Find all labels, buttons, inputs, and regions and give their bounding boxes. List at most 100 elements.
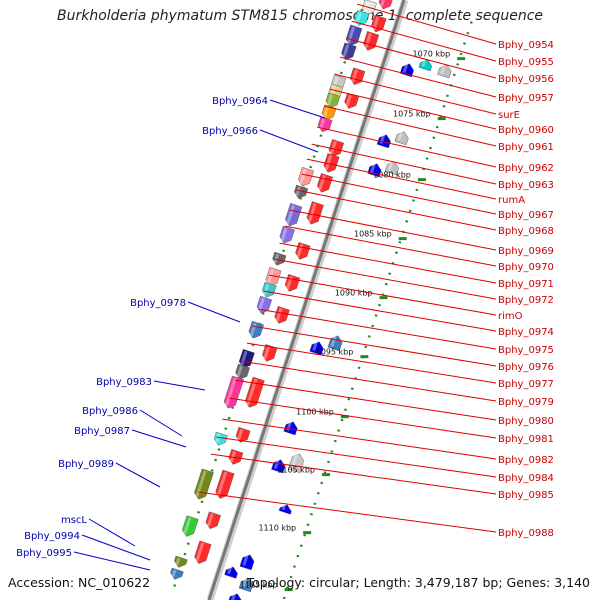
gene-feature[interactable] [173, 555, 188, 569]
gene-highlight [402, 63, 409, 73]
gene-label-forward[interactable]: Bphy_0956 [498, 74, 554, 85]
gene-label-forward[interactable]: Bphy_0982 [498, 455, 554, 466]
gene-feature[interactable] [283, 420, 299, 436]
gene-feature[interactable] [204, 511, 221, 531]
gene-feature[interactable] [349, 67, 366, 87]
gene-feature[interactable] [239, 553, 256, 571]
gene-label-forward[interactable]: Bphy_0975 [498, 345, 554, 356]
gene-highlight [307, 203, 317, 223]
gene-label-forward[interactable]: rimO [498, 311, 523, 322]
label-leader [274, 258, 497, 300]
gene-label-forward[interactable]: Bphy_0960 [498, 125, 554, 136]
gene-highlight [372, 16, 380, 30]
gene-label-forward[interactable]: Bphy_0971 [498, 279, 554, 290]
gene-feature[interactable] [384, 160, 400, 176]
gene-feature[interactable] [244, 376, 265, 409]
gene-feature[interactable] [255, 295, 273, 315]
gene-highlight [224, 377, 237, 407]
gene-feature[interactable] [362, 31, 380, 52]
gene-feature[interactable] [293, 184, 309, 200]
gene-feature[interactable] [227, 592, 243, 600]
gene-feature[interactable] [224, 565, 240, 579]
gene-feature[interactable] [238, 348, 255, 370]
gene-label-forward[interactable]: Bphy_0974 [498, 327, 554, 338]
gene-label-forward[interactable]: Bphy_0967 [498, 210, 554, 221]
gene-feature[interactable] [370, 14, 387, 34]
gene-label-forward[interactable]: Bphy_0988 [498, 528, 554, 539]
gene-highlight [263, 283, 270, 296]
gene-label-forward[interactable]: Bphy_0979 [498, 397, 554, 408]
gene-feature[interactable] [212, 431, 228, 447]
gene-feature[interactable] [437, 63, 453, 79]
gene-feature[interactable] [227, 449, 244, 466]
gene-label-reverse[interactable]: Bphy_0983 [96, 377, 152, 388]
gene-label-reverse[interactable]: Bphy_0994 [24, 531, 80, 542]
gene-feature[interactable] [273, 306, 290, 325]
gene-feature[interactable] [222, 375, 245, 410]
gene-feature[interactable] [238, 577, 254, 593]
gene-feature[interactable] [278, 503, 293, 515]
gene-label-forward[interactable]: Bphy_0985 [498, 490, 554, 501]
gene-label-forward[interactable]: Bphy_0984 [498, 473, 554, 484]
gene-feature[interactable] [394, 130, 410, 146]
gene-feature[interactable] [305, 201, 324, 227]
gene-feature[interactable] [294, 242, 311, 261]
gene-label-reverse[interactable]: Bphy_0989 [58, 459, 114, 470]
gene-label-forward[interactable]: Bphy_0980 [498, 416, 554, 427]
gene-label-forward[interactable]: Bphy_0976 [498, 362, 554, 373]
gene-arrow [223, 375, 245, 409]
gene-label-forward[interactable]: Bphy_0970 [498, 262, 554, 273]
gene-label-reverse[interactable]: Bphy_0964 [212, 96, 268, 107]
gene-label-reverse[interactable]: Bphy_0987 [74, 426, 130, 437]
gene-label-forward[interactable]: Bphy_0963 [498, 180, 554, 191]
gene-feature[interactable] [261, 281, 277, 299]
gene-feature[interactable] [193, 468, 214, 501]
gene-arrow [437, 64, 452, 79]
gene-feature[interactable] [377, 0, 394, 11]
gene-label-reverse[interactable]: Bphy_0966 [202, 126, 258, 137]
gene-highlight [440, 64, 446, 75]
gene-feature[interactable] [288, 452, 305, 474]
gene-feature[interactable] [234, 427, 251, 444]
gene-feature[interactable] [340, 42, 357, 62]
gene-feature[interactable] [418, 58, 434, 72]
gene-feature[interactable] [284, 274, 301, 293]
gene-label-reverse[interactable]: Bphy_0986 [82, 406, 138, 417]
gene-feature[interactable] [271, 251, 287, 267]
gene-feature[interactable] [343, 93, 360, 110]
gene-highlight [216, 471, 228, 497]
label-leader [73, 551, 151, 571]
gene-label-forward[interactable]: Bphy_0957 [498, 93, 554, 104]
gene-feature[interactable] [316, 173, 333, 194]
gene-label-forward[interactable]: Bphy_0955 [498, 57, 554, 68]
gene-highlight [299, 168, 307, 184]
gene-arrow [170, 567, 184, 580]
gene-feature[interactable] [324, 92, 341, 110]
gene-feature[interactable] [234, 363, 250, 381]
gene-feature[interactable] [181, 515, 199, 539]
gene-label-forward[interactable]: Bphy_0969 [498, 246, 554, 257]
gene-feature[interactable] [247, 320, 264, 340]
gene-label-reverse[interactable]: mscL [61, 515, 87, 526]
gene-feature[interactable] [297, 166, 314, 188]
gene-label-forward[interactable]: rumA [498, 195, 525, 206]
gene-feature[interactable] [284, 203, 303, 228]
gene-feature[interactable] [169, 567, 184, 581]
gene-label-forward[interactable]: Bphy_0962 [498, 163, 554, 174]
label-leader [334, 73, 497, 115]
gene-feature[interactable] [214, 469, 235, 500]
gene-label-reverse[interactable]: Bphy_0995 [16, 548, 72, 559]
gene-feature[interactable] [376, 133, 392, 149]
gene-feature[interactable] [278, 225, 295, 245]
gene-label-forward[interactable]: Bphy_0961 [498, 142, 554, 153]
gene-feature[interactable] [322, 153, 340, 174]
gene-label-forward[interactable]: surE [498, 110, 520, 121]
gene-label-reverse[interactable]: Bphy_0978 [130, 298, 186, 309]
gene-feature[interactable] [193, 540, 212, 566]
gene-label-forward[interactable]: Bphy_0954 [498, 40, 554, 51]
gene-label-forward[interactable]: Bphy_0968 [498, 226, 554, 237]
gene-label-forward[interactable]: Bphy_0981 [498, 434, 554, 445]
gene-label-forward[interactable]: Bphy_0977 [498, 379, 554, 390]
gene-feature[interactable] [316, 116, 333, 134]
gene-label-forward[interactable]: Bphy_0972 [498, 295, 554, 306]
